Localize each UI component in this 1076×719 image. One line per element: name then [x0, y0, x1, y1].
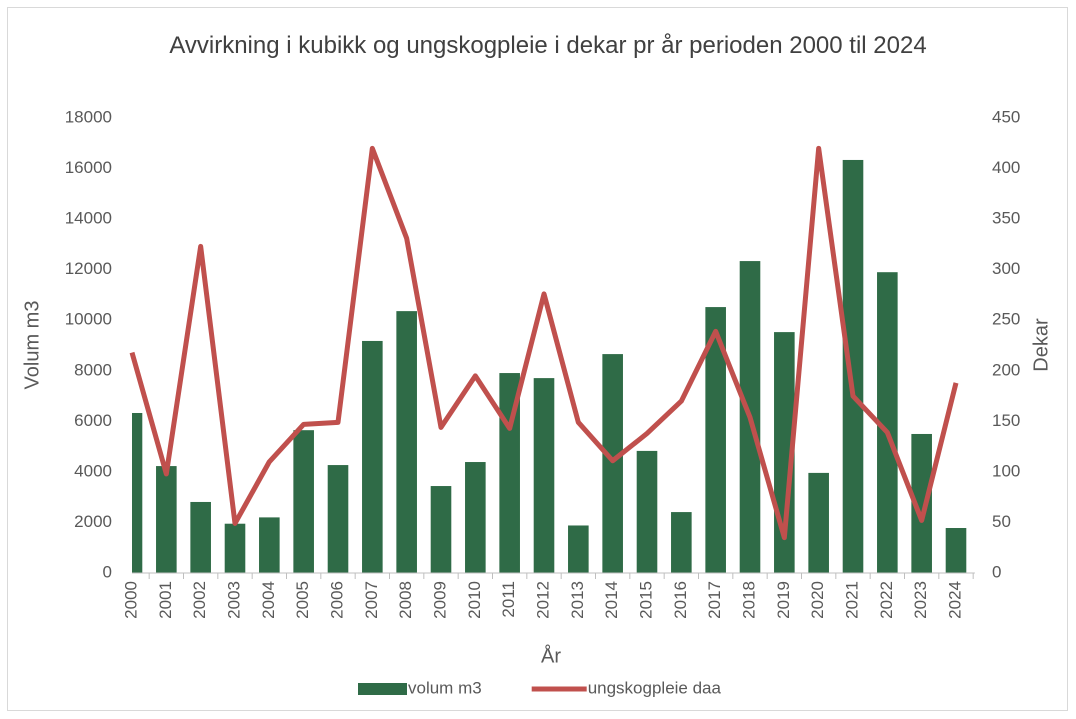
- bar: [568, 525, 589, 573]
- bar: [362, 340, 383, 573]
- bar: [465, 462, 486, 573]
- x-tick-label: 2003: [224, 581, 243, 619]
- y2-tick-label: 200: [992, 360, 1020, 379]
- x-tick-label: 2008: [396, 581, 415, 619]
- bar: [156, 466, 177, 573]
- y-tick-label: 6000: [74, 411, 112, 430]
- y2-tick-label: 300: [992, 259, 1020, 278]
- x-tick-label: 2016: [671, 581, 690, 619]
- bar: [132, 412, 143, 573]
- x-tick-label: 2006: [327, 581, 346, 619]
- y2-tick-label: 450: [992, 107, 1020, 126]
- bar: [911, 433, 932, 573]
- bar: [533, 378, 555, 573]
- legend-swatch: [358, 683, 407, 695]
- x-tick-label: 2021: [842, 581, 861, 619]
- y2-tick-label: 50: [992, 512, 1011, 531]
- bar: [224, 523, 246, 573]
- y-tick-label: 14000: [65, 209, 112, 228]
- x-tick-label: 2020: [808, 581, 827, 619]
- x-tick-label: 2018: [739, 581, 758, 619]
- y2-tick-label: 100: [992, 461, 1020, 480]
- bar: [705, 307, 726, 573]
- line-series: [129, 145, 959, 541]
- x-tick-label: 2010: [465, 581, 484, 619]
- x-tick-label: 2000: [121, 581, 140, 619]
- legend-label: volum m3: [408, 678, 482, 697]
- x-tick-label: 2005: [293, 581, 312, 619]
- legend-label: ungskogpleie daa: [588, 678, 722, 697]
- bar: [636, 450, 658, 573]
- x-tick-label: 2012: [533, 581, 552, 619]
- x-tick-label: 2019: [774, 581, 793, 619]
- y-tick-label: 4000: [74, 461, 112, 480]
- y2-tick-label: 0: [992, 562, 1001, 581]
- bar: [945, 528, 967, 573]
- y-tick-label: 8000: [74, 360, 112, 379]
- x-tick-label: 2013: [568, 581, 587, 619]
- chart-border: [7, 7, 1068, 711]
- y-tick-label: 12000: [65, 259, 112, 278]
- x-tick-label: 2017: [705, 581, 724, 619]
- bar: [327, 465, 349, 573]
- x-tick-label: 2009: [430, 581, 449, 619]
- bar: [190, 501, 211, 573]
- x-tick-label: 2024: [945, 581, 964, 619]
- chart-title: Avvirkning i kubikk og ungskogpleie i de…: [169, 32, 927, 59]
- x-tick-label: 2007: [362, 581, 381, 619]
- y2-tick-label: 400: [992, 158, 1020, 177]
- bar: [293, 430, 314, 573]
- x-tick-label: 2011: [499, 581, 518, 618]
- x-tick-label: 2004: [259, 581, 278, 619]
- x-tick-label: 2001: [156, 581, 175, 619]
- x-tick-label: 2014: [602, 581, 621, 619]
- bar: [808, 472, 829, 573]
- bar: [430, 486, 452, 573]
- x-tick-label: 2023: [911, 581, 930, 619]
- y2-axis-label: Dekar: [1030, 318, 1052, 372]
- y-axis-label: Volum m3: [21, 301, 43, 390]
- bar: [259, 517, 280, 573]
- x-tick-label: 2002: [190, 581, 209, 619]
- y2-tick-label: 150: [992, 411, 1020, 430]
- y2-tick-label: 350: [992, 209, 1020, 228]
- bar: [602, 354, 623, 573]
- bar: [842, 159, 864, 573]
- bar: [396, 311, 417, 573]
- y2-tick-label: 250: [992, 310, 1020, 329]
- bar: [877, 272, 898, 573]
- y-tick-label: 10000: [65, 310, 112, 329]
- x-axis-label: År: [541, 644, 561, 667]
- y-tick-label: 16000: [65, 158, 112, 177]
- y-tick-label: 18000: [65, 107, 112, 126]
- x-tick-label: 2015: [636, 581, 655, 619]
- bar: [671, 512, 692, 573]
- y-tick-label: 0: [103, 562, 112, 581]
- y-tick-label: 2000: [74, 512, 112, 531]
- x-tick-label: 2022: [877, 581, 896, 619]
